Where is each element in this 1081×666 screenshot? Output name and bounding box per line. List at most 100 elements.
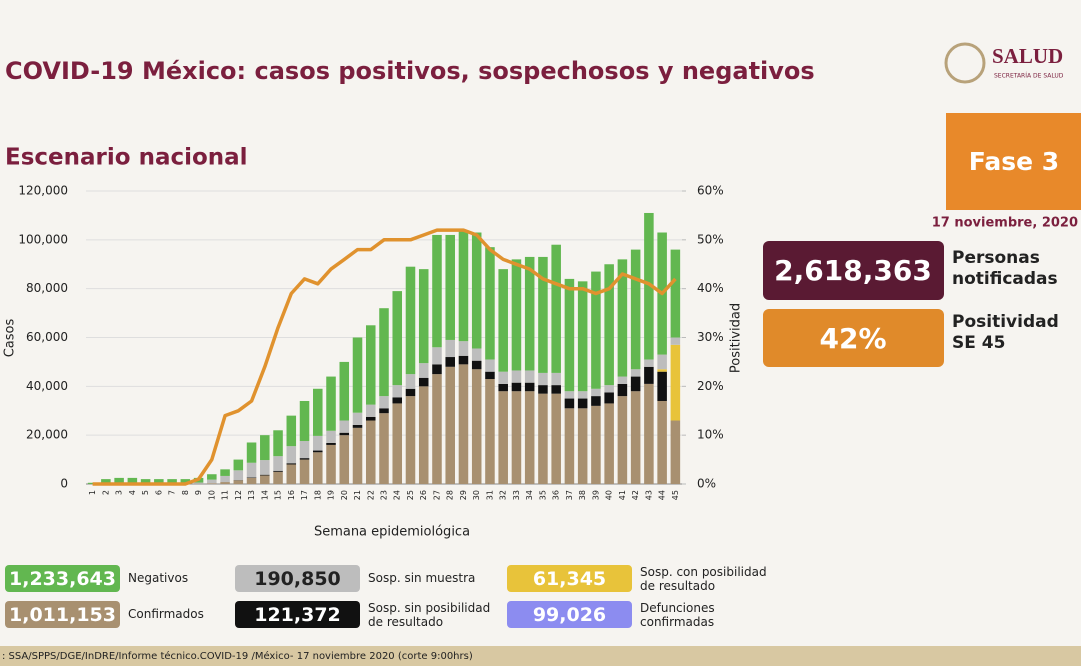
bar-segment: [445, 339, 455, 358]
y-tick-label: 20,000: [26, 428, 68, 442]
bar-segment: [273, 470, 283, 472]
bar-segment: [392, 403, 403, 484]
bar-segment: [418, 386, 429, 484]
y2-axis-label: Positividad: [729, 303, 744, 373]
bar-segment: [246, 477, 257, 484]
bar-segment: [564, 408, 575, 484]
y-tick-label: 100,000: [18, 232, 68, 246]
y-tick-label: 120,000: [18, 184, 68, 198]
x-tick-label: 2: [101, 490, 110, 495]
bar-segment: [286, 415, 297, 447]
bar-segment: [670, 337, 681, 345]
x-tick-label: 29: [459, 490, 468, 500]
bar-segment: [644, 383, 654, 484]
x-tick-label: 13: [247, 490, 256, 500]
bar-segment: [657, 369, 667, 372]
bar-segment: [260, 475, 270, 484]
x-tick-label: 36: [552, 490, 561, 500]
bar-segment: [299, 400, 310, 442]
bar-segment: [432, 364, 442, 375]
logo-sub: SECRETARÍA DE SALUD: [994, 73, 1064, 80]
y-tick-label: 0: [60, 477, 68, 491]
legend-label: Sosp. sin posibilidad de resultado: [368, 601, 491, 629]
bar-segment: [220, 475, 230, 483]
x-tick-label: 1: [88, 490, 97, 495]
bar-segment: [286, 464, 297, 484]
x-tick-label: 3: [115, 490, 124, 495]
legend-swatch: 190,850: [235, 565, 360, 592]
bar-segment: [591, 405, 601, 484]
y2-tick-label: 50%: [697, 232, 724, 246]
phase: Fase 3: [969, 147, 1059, 176]
bar-segment: [591, 388, 601, 397]
bar-segment: [313, 450, 323, 453]
positivity-label: Positividad SE 45: [952, 312, 1059, 353]
bar-segment: [299, 459, 310, 484]
bar-segment: [418, 269, 429, 364]
chart-title: COVID-19 México: casos positivos, sospec…: [5, 57, 815, 85]
bar-segment: [339, 361, 350, 421]
bar-segment: [471, 232, 482, 349]
bar-segment: [273, 456, 283, 471]
x-tick-label: 6: [154, 490, 163, 495]
bar-segment: [114, 477, 124, 484]
x-tick-label: 18: [313, 490, 322, 500]
bar-segment: [551, 393, 561, 484]
bar-segment: [405, 396, 416, 484]
bar-segment: [485, 379, 495, 484]
bar-segment: [365, 416, 376, 421]
bar-segment: [180, 479, 191, 484]
bar-segment: [140, 479, 151, 484]
legend-swatch: 61,345: [507, 565, 632, 592]
bar-segment: [644, 366, 654, 384]
bar-segment: [379, 408, 389, 414]
x-tick-label: 23: [380, 490, 389, 500]
y-tick-label: 60,000: [26, 330, 68, 344]
notified-box: [763, 241, 944, 300]
bar-segment: [326, 430, 336, 443]
bar-segment: [458, 364, 469, 484]
legend-label: Sosp. con posibilidad de resultado: [640, 565, 767, 593]
legend-label: Defunciones confirmadas: [640, 601, 715, 629]
x-tick-label: 38: [578, 490, 587, 500]
x-tick-label: 24: [393, 490, 402, 500]
bar-segment: [207, 483, 217, 484]
x-tick-label: 40: [605, 490, 614, 500]
phase-box: [946, 113, 1081, 210]
logo-emblem: [944, 42, 986, 84]
bar-segment: [392, 385, 403, 398]
bar-segment: [260, 435, 270, 461]
bar-segment: [326, 376, 336, 431]
bar-segment: [154, 479, 164, 484]
notified: 2,618,363: [774, 254, 932, 287]
x-tick-label: 14: [260, 490, 269, 500]
bar-segment: [524, 370, 535, 383]
x-tick-label: 39: [591, 490, 600, 500]
x-tick-label: 45: [671, 490, 680, 500]
bar-segment: [471, 348, 482, 361]
y-tick-label: 80,000: [26, 281, 68, 295]
bar-segment: [220, 482, 230, 484]
bar-segment: [418, 377, 429, 387]
footer: : SSA/SPPS/DGE/InDRE/Informe técnico.COV…: [2, 650, 473, 662]
bar-segment: [313, 435, 323, 451]
bar-segment: [538, 372, 548, 386]
bar-segment: [617, 396, 628, 484]
bar-segment: [167, 479, 177, 484]
x-tick-label: 26: [419, 490, 428, 500]
bar-segment: [127, 477, 138, 484]
x-tick-label: 33: [512, 490, 521, 500]
bar-segment: [233, 459, 244, 471]
bar-segment: [207, 474, 217, 480]
bar-segment: [458, 230, 469, 342]
chart-subtitle: Escenario nacional: [5, 145, 248, 171]
bar-segment: [511, 391, 522, 484]
bar-segment: [326, 444, 336, 484]
legend-swatch: 1,011,153: [5, 601, 120, 628]
bar-segment: [432, 234, 442, 348]
positivity-line: [92, 228, 677, 486]
x-tick-label: 12: [234, 490, 243, 500]
bar-segment: [485, 371, 495, 380]
bar-segment: [233, 470, 244, 481]
